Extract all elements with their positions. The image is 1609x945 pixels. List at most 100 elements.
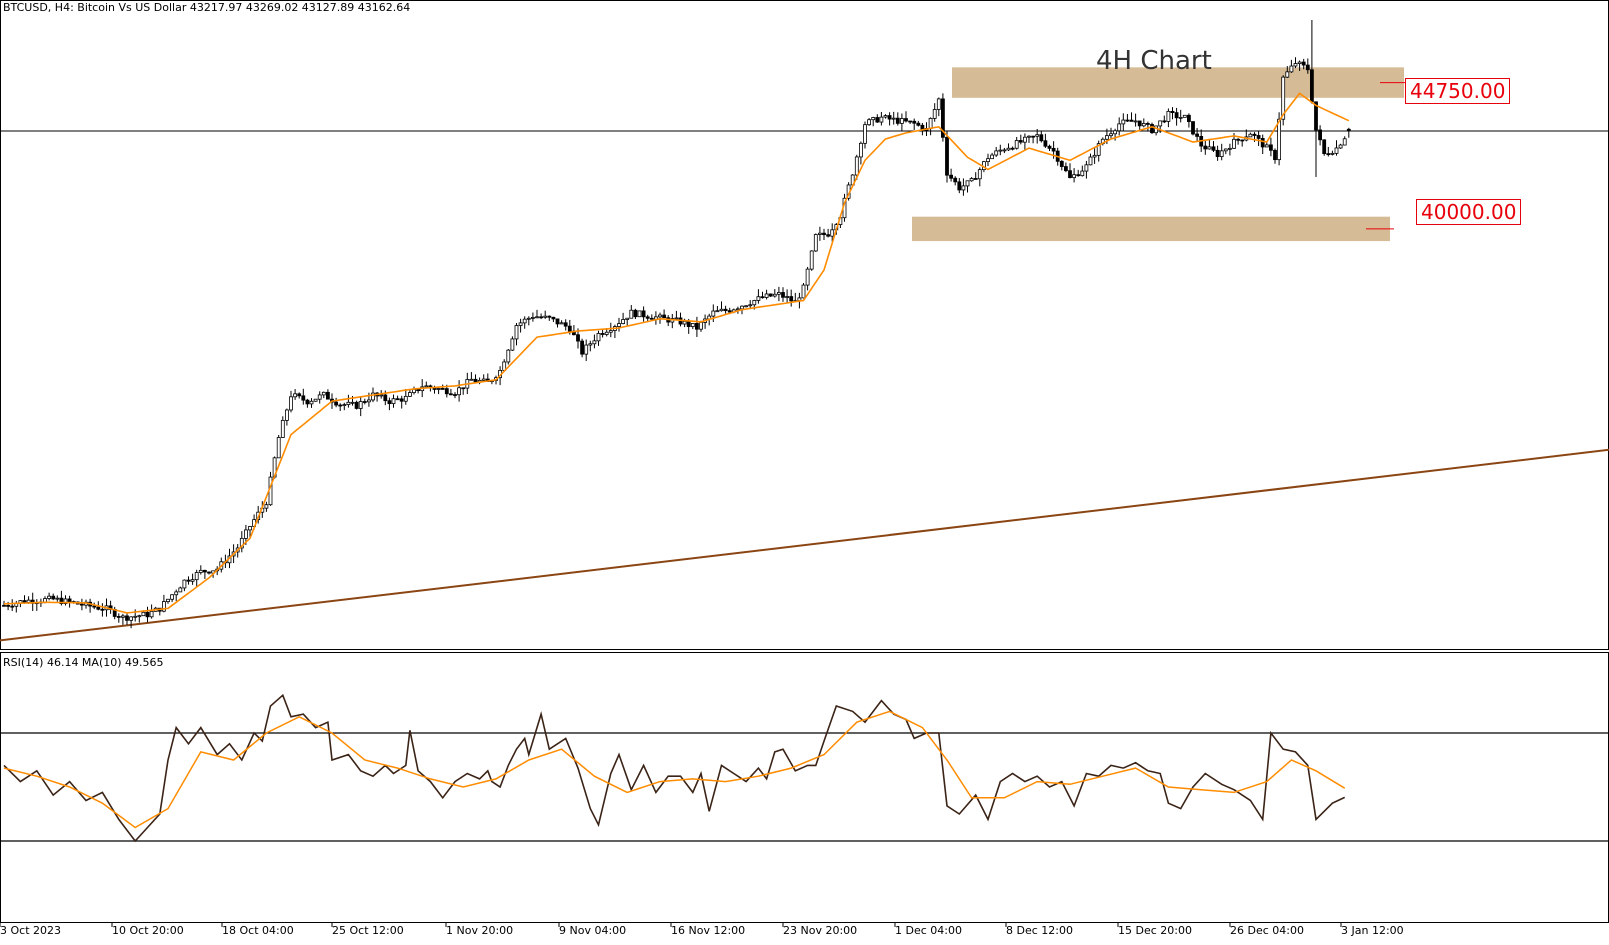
candle-body — [1064, 166, 1068, 172]
candle — [1240, 139, 1245, 147]
candle — [481, 374, 486, 382]
candle — [1338, 143, 1343, 149]
candle-body — [551, 316, 556, 320]
candle-body — [695, 323, 699, 330]
candle — [358, 396, 363, 417]
candle — [84, 599, 88, 609]
candle-body — [366, 399, 371, 403]
candle-body — [752, 300, 757, 306]
candle — [1002, 147, 1007, 154]
candle-body — [92, 605, 97, 608]
candle — [1289, 59, 1294, 73]
candle-body — [686, 320, 691, 327]
candle-body — [350, 401, 355, 404]
candle-body — [854, 156, 859, 176]
candle-body — [1260, 138, 1265, 148]
price-zones — [912, 67, 1408, 242]
candle — [666, 315, 671, 327]
candle — [55, 595, 60, 602]
candle-body — [1330, 152, 1335, 155]
candle — [1187, 113, 1191, 128]
candle-body — [1018, 140, 1023, 143]
candle-body — [990, 154, 994, 160]
candle-body — [756, 296, 761, 301]
candle-body — [690, 323, 695, 327]
ema-line — [3, 92, 1350, 614]
candle — [412, 386, 416, 395]
candle — [453, 392, 457, 399]
candle — [1285, 66, 1290, 79]
candle — [1310, 20, 1314, 104]
candle-body — [891, 117, 896, 120]
candle — [1219, 143, 1224, 161]
candle-body — [194, 572, 199, 581]
candle — [1125, 113, 1130, 122]
candle-body — [777, 292, 781, 295]
candle — [613, 324, 617, 339]
candle-body — [325, 391, 330, 400]
candle-body — [912, 120, 917, 124]
candle-body — [1293, 63, 1298, 67]
candle — [945, 131, 949, 183]
candle-body — [289, 396, 293, 411]
candle-body — [953, 177, 958, 183]
candle — [1141, 118, 1146, 128]
candle-body — [125, 615, 129, 621]
candle-body — [563, 322, 568, 327]
candle — [859, 141, 863, 165]
candle-body — [1084, 164, 1089, 172]
candle-body — [1314, 101, 1318, 131]
candle — [592, 334, 597, 349]
candle — [957, 177, 962, 194]
candle — [596, 330, 601, 346]
candle-body — [506, 349, 511, 363]
candle — [822, 228, 826, 241]
candle-body — [461, 387, 466, 390]
candle — [818, 226, 822, 241]
x-tick-label: 25 Oct 12:00 — [332, 924, 404, 937]
candle-body — [161, 601, 166, 612]
candle — [649, 314, 654, 320]
candle-body — [321, 391, 326, 396]
candle — [1228, 143, 1232, 156]
candle — [891, 111, 896, 125]
candle — [670, 313, 675, 329]
candle — [1088, 153, 1093, 166]
candle — [883, 114, 888, 119]
candle — [301, 388, 306, 405]
candle-body — [1228, 147, 1232, 150]
candle — [190, 573, 195, 585]
candle — [809, 250, 814, 271]
candle-body — [137, 615, 142, 618]
candle — [108, 600, 113, 614]
candle — [711, 304, 716, 323]
candle-body — [867, 119, 871, 126]
candle-body — [145, 611, 150, 618]
candle — [293, 389, 298, 400]
candle — [1236, 138, 1240, 145]
candle-body — [1014, 140, 1019, 149]
candle — [448, 388, 453, 396]
candle-body — [440, 388, 445, 390]
candle-body — [1264, 144, 1269, 148]
candle-body — [1133, 120, 1138, 123]
candle-body — [424, 385, 429, 388]
candle-body — [969, 178, 974, 182]
trendline — [0, 448, 1609, 642]
candle — [690, 323, 695, 330]
candle — [904, 111, 908, 123]
x-tick-label: 10 Oct 20:00 — [112, 924, 184, 937]
candle-body — [1281, 76, 1286, 120]
candle-body — [592, 340, 597, 345]
candle-body — [526, 317, 531, 320]
candle-body — [1187, 114, 1191, 122]
candle-body — [1301, 61, 1306, 66]
x-tick-label: 3 Jan 12:00 — [1341, 924, 1404, 937]
rsi-ma-line — [3, 710, 1346, 829]
candle — [1023, 133, 1027, 150]
candle-body — [908, 120, 912, 123]
candle — [129, 616, 134, 629]
candle-body — [576, 334, 580, 342]
candle-body — [674, 317, 679, 320]
candle-body — [1076, 174, 1081, 177]
